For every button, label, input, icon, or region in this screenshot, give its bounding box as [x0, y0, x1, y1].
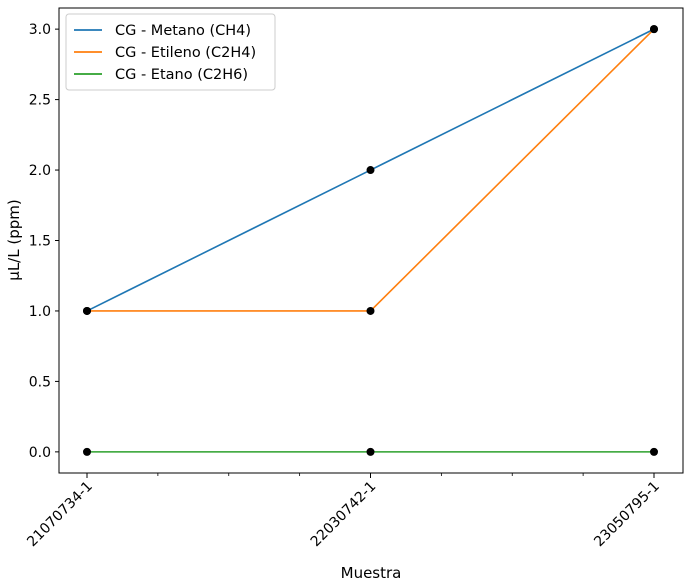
x-axis: 21070734-1 22030742-1 23050795-1: [24, 473, 663, 550]
y-tick-label-3: 1.5: [29, 234, 51, 250]
x-tick-label-2: 23050795-1: [591, 479, 663, 551]
legend-label-2: CG - Etano (C2H6): [115, 67, 248, 83]
data-point-s2-0: [83, 447, 91, 456]
legend-label-0: CG - Metano (CH4): [115, 23, 251, 39]
data-point-s1-0: [83, 306, 91, 315]
data-point-s0-1: [366, 166, 375, 175]
legend-label-1: CG - Etileno (C2H4): [115, 45, 256, 61]
legend: CG - Metano (CH4) CG - Etileno (C2H4) CG -…: [65, 13, 276, 91]
data-point-s1-1: [366, 306, 375, 315]
y-tick-label-0: 0.0: [29, 445, 51, 461]
data-point-s2-1: [366, 447, 375, 456]
legend-box: [65, 13, 276, 91]
y-tick-label-4: 2.0: [29, 163, 51, 179]
x-tick-label-1: 22030742-1: [308, 479, 380, 551]
y-tick-label-6: 3.0: [29, 22, 51, 38]
data-point-s1-2: [650, 25, 658, 34]
y-tick-label-5: 2.5: [29, 93, 51, 109]
data-point-s2-2: [650, 447, 658, 456]
y-tick-label-2: 1.0: [29, 304, 51, 320]
y-tick-label-1: 0.5: [29, 374, 51, 390]
x-tick-label-0: 21070734-1: [24, 479, 96, 551]
x-axis-label: Muestra: [341, 564, 402, 582]
y-axis-label: µL/L (ppm): [5, 199, 23, 280]
y-axis: 0.0 0.5 1.0 1.5 2.0 2.5 3.0: [29, 22, 59, 461]
